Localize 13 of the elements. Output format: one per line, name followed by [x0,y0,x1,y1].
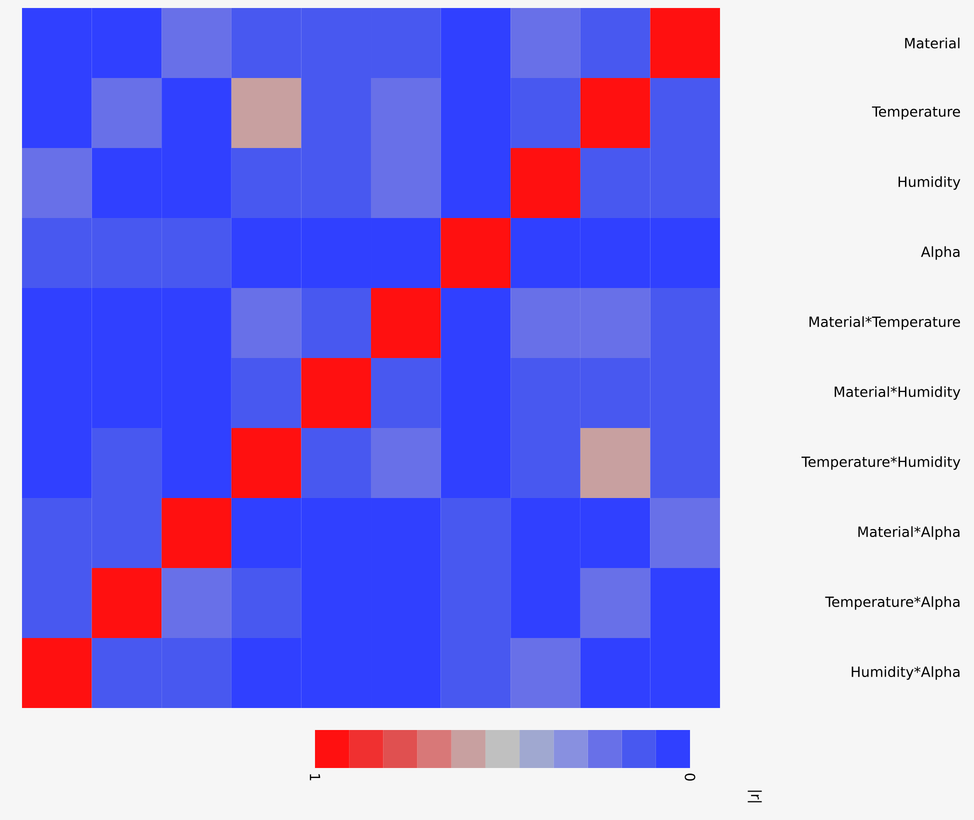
color-bar-label: 0 [684,774,696,781]
y-tick-label: Temperature*Humidity [802,456,960,470]
y-tick-label: Temperature*Alpha [825,596,960,610]
y-tick-label: Material*Humidity [834,386,960,400]
y-tick-label: Material [905,38,960,48]
color-bar-label: 1 [310,774,320,780]
y-tick-label: Humidity*Alpha [852,666,960,680]
y-tick-label: Temperature [872,106,960,120]
y-tick-label: Material*Alpha [858,526,960,540]
color-bar-title: |r| [748,790,762,802]
y-tick-label: Humidity [898,176,960,190]
y-tick-label: Alpha [921,246,960,260]
y-tick-label: Material*Temperature [810,316,960,330]
